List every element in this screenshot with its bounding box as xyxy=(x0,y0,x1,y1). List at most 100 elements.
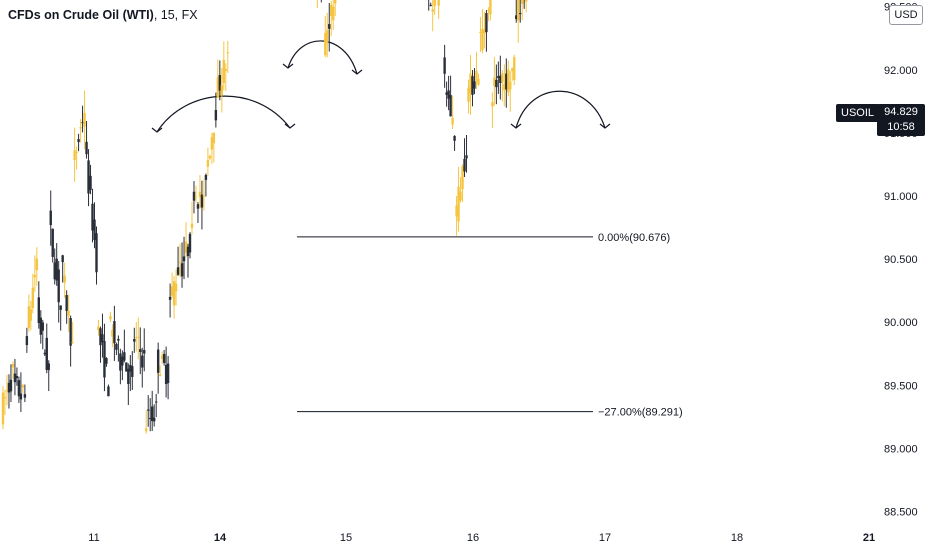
candle-body xyxy=(206,160,210,167)
y-tick-label: 91.000 xyxy=(884,191,918,203)
x-tick-label: 15 xyxy=(340,532,352,544)
candle-body xyxy=(158,374,162,377)
candle-body xyxy=(324,32,327,56)
candle-body xyxy=(89,175,92,190)
candle-body xyxy=(83,112,86,127)
candle-body xyxy=(5,390,9,392)
candle-body xyxy=(111,329,114,337)
candle-body xyxy=(475,70,478,82)
candle-body xyxy=(164,364,168,385)
candle-body xyxy=(43,352,46,355)
candle-body xyxy=(497,76,500,78)
candle-body xyxy=(463,158,466,172)
candle-body xyxy=(109,316,112,320)
x-tick-label: 21 xyxy=(863,532,875,544)
candle-body xyxy=(455,205,458,217)
candle-body xyxy=(481,28,484,51)
candle-body xyxy=(162,353,166,363)
price-tag: 94.829 10:58 xyxy=(877,104,925,136)
candle-body xyxy=(139,349,142,353)
candle-body xyxy=(499,75,502,83)
candle-body xyxy=(57,269,60,303)
candle-body xyxy=(93,219,96,240)
candle-body xyxy=(212,132,216,144)
candle-body xyxy=(210,137,214,150)
candle-body xyxy=(33,274,37,278)
candle-body xyxy=(19,393,23,400)
candle-body xyxy=(129,364,132,372)
candle-body xyxy=(188,233,192,253)
candle-body xyxy=(45,337,48,370)
candle-body xyxy=(196,204,200,209)
candle-body xyxy=(204,174,208,180)
candle-body xyxy=(75,151,78,153)
candle-body xyxy=(121,356,124,366)
candle-body xyxy=(149,417,152,419)
candle-body xyxy=(437,0,440,6)
candle-body xyxy=(123,352,126,361)
candle-body xyxy=(483,29,486,34)
candle-body xyxy=(445,92,448,95)
candle-body xyxy=(85,141,88,155)
candle-body xyxy=(51,228,54,257)
candle-body xyxy=(11,364,15,368)
candle-body xyxy=(37,297,41,323)
candle-body xyxy=(487,9,490,11)
candle-body xyxy=(79,127,82,129)
candle-body xyxy=(77,139,80,143)
candle-body xyxy=(29,309,33,321)
annotation-arc[interactable] xyxy=(287,40,358,75)
fib-level-label: 0.00%(90.676) xyxy=(598,232,670,244)
candle-body xyxy=(127,368,130,385)
symbol-tag: USOIL xyxy=(836,104,880,122)
candle-body xyxy=(35,258,39,271)
candle-body xyxy=(429,4,432,6)
candle-body xyxy=(208,156,212,159)
candle-body xyxy=(190,223,194,228)
candle-body xyxy=(103,341,106,378)
x-tick-label: 11 xyxy=(88,532,99,544)
candle-body xyxy=(330,4,333,17)
candle-body xyxy=(176,267,180,275)
candle-body xyxy=(147,409,150,411)
candle-body xyxy=(461,166,464,190)
candle-body xyxy=(135,337,138,339)
candle-body xyxy=(218,75,222,91)
candle-body xyxy=(137,336,140,338)
candle-body xyxy=(17,380,21,397)
candle-body xyxy=(141,355,144,368)
y-tick-label: 90.000 xyxy=(884,317,918,329)
candle-body xyxy=(477,78,480,85)
candle-body xyxy=(27,306,31,329)
x-tick-label: 14 xyxy=(214,532,227,544)
arrow-head-icon xyxy=(599,123,611,129)
candle-body xyxy=(473,81,476,89)
candle-body xyxy=(178,261,182,263)
candle-body xyxy=(156,349,160,373)
candle-body xyxy=(41,322,44,331)
candle-body xyxy=(515,15,518,20)
candle-body xyxy=(49,210,52,226)
candle-body xyxy=(150,406,154,422)
candle-body xyxy=(160,355,164,359)
candle-body xyxy=(491,102,494,107)
candle-body xyxy=(489,0,492,15)
chart-title: CFDs on Crude Oil (WTI), 15, FX xyxy=(8,8,198,22)
candle-body xyxy=(73,150,76,161)
candle-body xyxy=(501,73,504,83)
currency-badge[interactable]: USD xyxy=(889,5,923,25)
y-tick-label: 92.000 xyxy=(884,65,918,77)
arrow-head-icon xyxy=(282,63,294,69)
candle-body xyxy=(21,385,25,388)
annotation-arc[interactable] xyxy=(515,90,606,129)
candle-body xyxy=(495,80,498,88)
candle-body xyxy=(202,195,206,197)
candle-body xyxy=(509,81,512,90)
candle-body xyxy=(524,0,528,2)
candle-body xyxy=(467,87,470,102)
candle-body xyxy=(101,334,104,343)
candle-body xyxy=(200,194,204,208)
annotation-arc[interactable] xyxy=(156,95,291,133)
candle-body xyxy=(97,326,100,331)
